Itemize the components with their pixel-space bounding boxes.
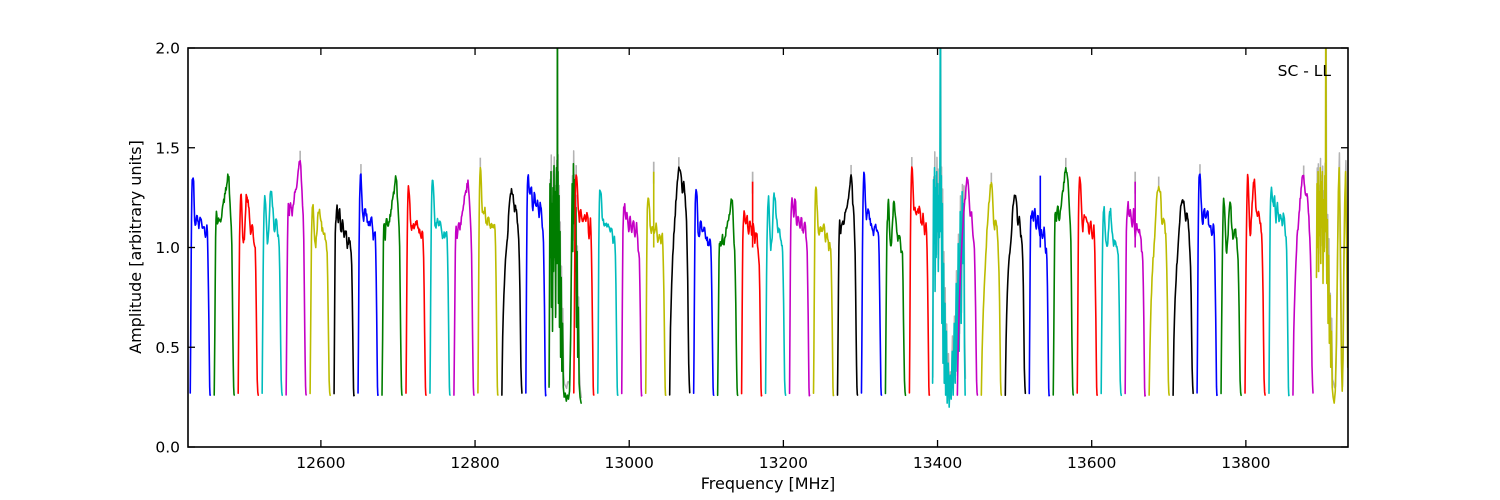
spectral-band-line <box>1268 186 1290 397</box>
spectral-band-line <box>908 166 931 396</box>
spectral-band-line <box>836 174 859 396</box>
spectral-band-line <box>477 166 499 396</box>
spectral-band-line <box>956 176 979 396</box>
spectral-band-line <box>213 173 236 396</box>
spectral-band-line <box>309 203 331 397</box>
spectral-band-line <box>285 159 307 396</box>
spectral-band-line <box>860 171 883 396</box>
y-tick-label: 0.0 <box>155 439 180 457</box>
corner-annotation: SC - LL <box>1278 62 1332 80</box>
spectral-band-line <box>237 193 260 396</box>
spectral-band-line <box>1004 194 1027 397</box>
spectral-band-line <box>1148 185 1170 396</box>
spectral-band-line <box>596 189 619 396</box>
spectral-band-line <box>1244 173 1266 396</box>
y-tick-label: 1.0 <box>155 239 180 257</box>
y-tick-label: 0.5 <box>155 339 180 357</box>
x-axis-ticks: 12600 12800 13000 13200 13400 13600 13800 <box>296 48 1271 472</box>
spectral-band-line <box>980 181 1003 396</box>
x-tick-label: 13400 <box>913 454 962 472</box>
y-axis-ticks: 0.0 0.5 1.0 1.5 2.0 <box>155 40 1348 457</box>
spectral-band-line <box>692 188 715 396</box>
spectral-band-line <box>525 174 547 397</box>
spectral-band-line <box>740 210 763 397</box>
spectral-band-line <box>1028 207 1051 397</box>
x-tick-label: 13600 <box>1067 454 1116 472</box>
spectral-band-line <box>1052 167 1075 396</box>
spectral-band-line <box>381 175 403 396</box>
spectral-band-line <box>620 203 643 397</box>
spectral-band-line <box>1100 205 1123 397</box>
x-tick-label: 13200 <box>759 454 808 472</box>
spectral-band-line <box>572 174 595 396</box>
spectra-layer <box>189 48 1348 408</box>
x-tick-label: 12800 <box>450 454 499 472</box>
rfi-band-line <box>931 48 966 408</box>
spectral-band-line <box>357 173 379 397</box>
spectral-band-line <box>716 198 739 397</box>
spectral-band-line <box>189 177 212 396</box>
spectral-band-line <box>1292 174 1314 396</box>
spectral-band-line <box>644 197 667 396</box>
x-tick-label: 13000 <box>605 454 654 472</box>
spectral-band-line <box>501 187 523 396</box>
x-axis-label: Frequency [MHz] <box>701 474 835 493</box>
y-tick-label: 1.5 <box>155 139 180 157</box>
y-axis-label: Amplitude [arbitrary units] <box>126 140 145 354</box>
spectral-band-line <box>405 184 427 396</box>
spectral-band-line <box>812 186 835 397</box>
spectral-band-line <box>453 179 475 396</box>
rfi-band-line <box>1315 48 1348 404</box>
spectral-band-line <box>668 166 691 396</box>
spectral-band-line <box>1172 199 1194 397</box>
spectral-band-line <box>764 192 787 397</box>
x-tick-label: 13800 <box>1221 454 1270 472</box>
spectral-band-line <box>788 197 811 397</box>
spectral-band-line <box>1196 173 1218 397</box>
spectral-band-line <box>333 204 355 397</box>
spectral-band-line <box>884 198 907 397</box>
spectral-band-line <box>1076 176 1099 396</box>
spectral-band-line <box>1220 197 1242 397</box>
x-tick-label: 12600 <box>296 454 345 472</box>
spectral-band-line <box>429 179 451 396</box>
y-tick-label: 2.0 <box>155 40 180 58</box>
spectral-band-line <box>261 190 283 396</box>
